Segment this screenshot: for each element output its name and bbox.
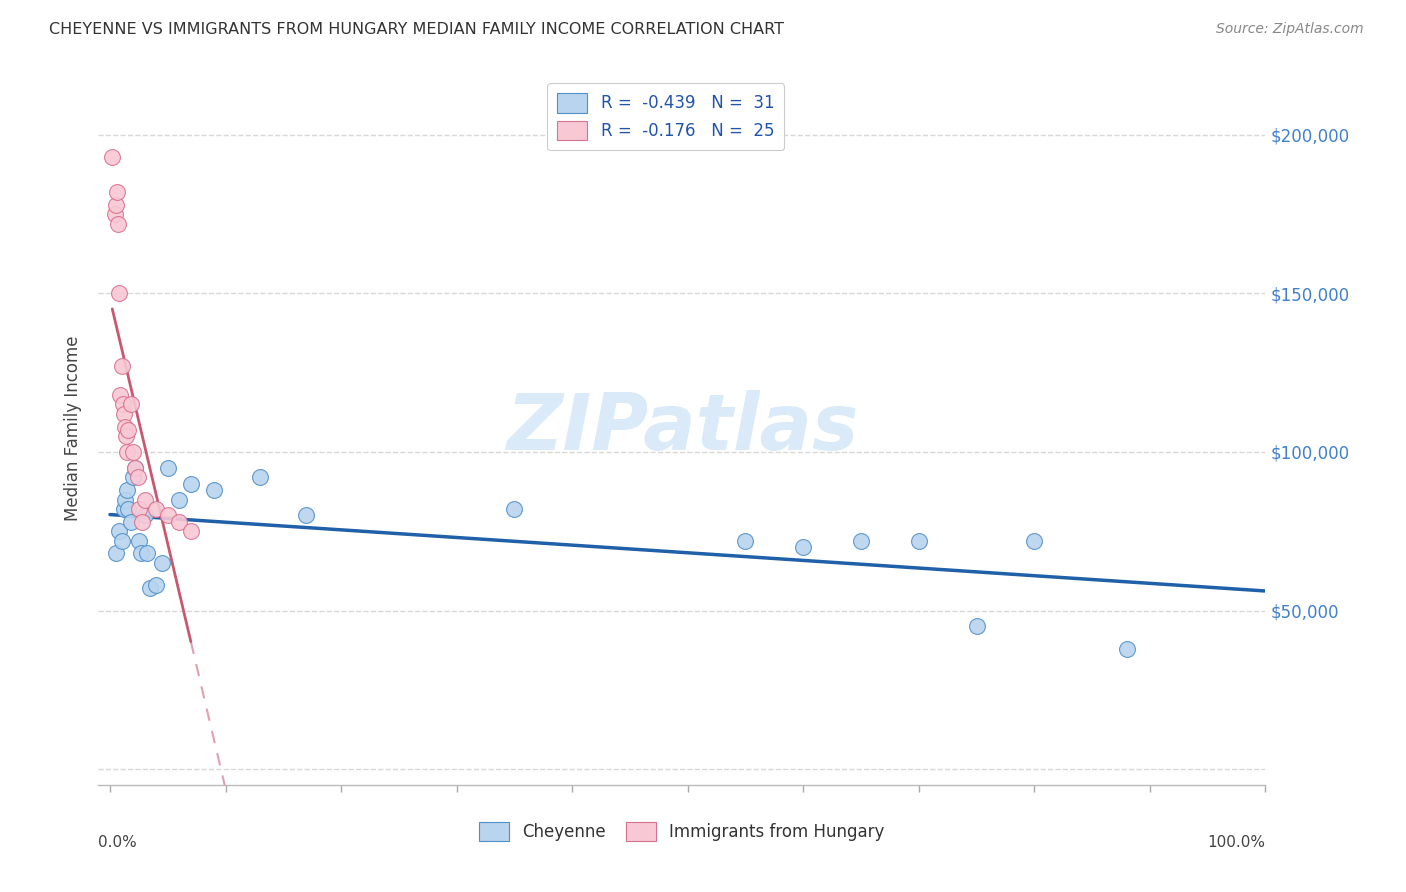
Point: [122, 470, 145, 484]
Point: [104, 207, 127, 221]
Point: [101, 150, 124, 164]
Point: [131, 515, 153, 529]
Point: [156, 508, 179, 523]
Point: [907, 533, 929, 548]
Text: CHEYENNE VS IMMIGRANTS FROM HUNGARY MEDIAN FAMILY INCOME CORRELATION CHART: CHEYENNE VS IMMIGRANTS FROM HUNGARY MEDI…: [49, 22, 785, 37]
Point: [111, 397, 134, 411]
Point: [124, 460, 146, 475]
Point: [180, 476, 202, 491]
Point: [117, 502, 139, 516]
Point: [134, 508, 156, 523]
Point: [129, 546, 152, 560]
Point: [117, 423, 139, 437]
Legend: Cheyenne, Immigrants from Hungary: Cheyenne, Immigrants from Hungary: [472, 815, 891, 848]
Point: [202, 483, 225, 497]
Point: [849, 533, 872, 548]
Point: [128, 533, 150, 548]
Point: [127, 470, 149, 484]
Point: [115, 429, 138, 443]
Point: [156, 460, 179, 475]
Point: [503, 502, 526, 516]
Point: [966, 619, 988, 633]
Point: [136, 546, 159, 560]
Point: [108, 524, 131, 539]
Point: [145, 578, 167, 592]
Point: [104, 197, 127, 211]
Text: 100.0%: 100.0%: [1208, 835, 1265, 850]
Text: 0.0%: 0.0%: [98, 835, 138, 850]
Point: [792, 540, 814, 554]
Point: [169, 515, 191, 529]
Point: [145, 502, 167, 516]
Point: [110, 359, 132, 374]
Point: [114, 419, 136, 434]
Point: [180, 524, 202, 539]
Point: [150, 556, 173, 570]
Point: [120, 397, 142, 411]
Point: [1024, 533, 1046, 548]
Point: [120, 515, 142, 529]
Point: [734, 533, 756, 548]
Point: [117, 445, 139, 459]
Point: [110, 388, 132, 402]
Y-axis label: Median Family Income: Median Family Income: [65, 335, 83, 521]
Point: [108, 286, 131, 301]
Point: [249, 470, 271, 484]
Point: [112, 407, 135, 421]
Point: [104, 546, 127, 560]
Point: [122, 445, 145, 459]
Point: [105, 185, 128, 199]
Point: [139, 582, 162, 596]
Point: [1115, 641, 1137, 656]
Point: [128, 502, 150, 516]
Point: [169, 492, 191, 507]
Point: [117, 483, 139, 497]
Point: [114, 492, 136, 507]
Point: [107, 217, 129, 231]
Text: Source: ZipAtlas.com: Source: ZipAtlas.com: [1216, 22, 1364, 37]
Text: ZIPatlas: ZIPatlas: [506, 390, 858, 467]
Point: [112, 502, 135, 516]
Point: [134, 492, 156, 507]
Point: [295, 508, 318, 523]
Point: [124, 460, 146, 475]
Point: [110, 533, 132, 548]
